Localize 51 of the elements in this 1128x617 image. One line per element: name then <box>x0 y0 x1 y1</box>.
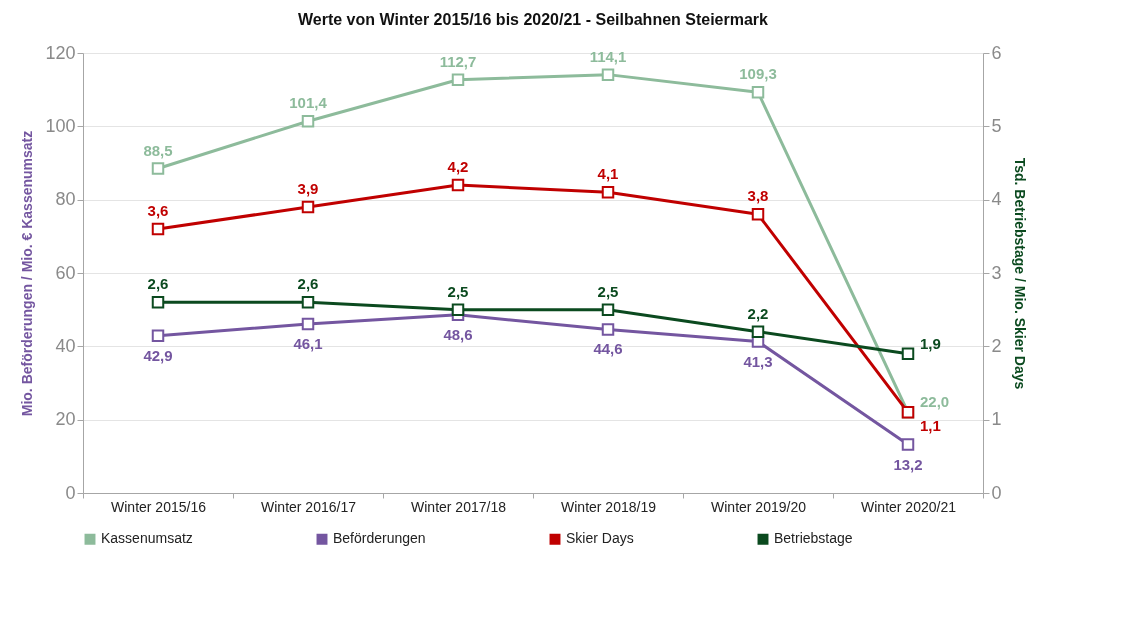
y-tick-label: 60 <box>55 262 76 283</box>
data-label: 2,6 <box>297 275 319 293</box>
data-label: 114,1 <box>589 47 627 65</box>
x-tick-label: Winter 2016/17 <box>261 498 357 515</box>
data-label: 4,2 <box>447 158 469 175</box>
data-label: 4,1 <box>597 165 619 183</box>
data-label: 1,1 <box>920 417 941 435</box>
data-label: 88,5 <box>143 141 173 159</box>
y-tick-label: 20 <box>55 409 76 430</box>
x-tick-label: Winter 2017/18 <box>411 498 507 515</box>
data-label: 101,4 <box>289 94 328 112</box>
data-label: 13,2 <box>893 455 923 473</box>
chart-title: Werte von Winter 2015/16 bis 2020/21 - Seilbahnen Steiermark <box>298 11 769 28</box>
y2-tick-label: 0 <box>991 482 1002 503</box>
data-label: 112,7 <box>439 52 477 70</box>
y2-tick-label: 6 <box>991 42 1002 63</box>
y-tick-label: 100 <box>45 115 76 136</box>
y-tick-label: 80 <box>55 189 76 210</box>
data-label: 1,9 <box>920 334 941 352</box>
x-tick-label: Winter 2020/21 <box>861 498 957 515</box>
y-axis-title: Mio. Beförderungen / Mio. € Kassenumsatz <box>19 130 36 417</box>
data-label: 48,6 <box>443 325 473 343</box>
data-label: 109,3 <box>739 65 777 83</box>
y2-tick-label: 1 <box>991 409 1002 430</box>
data-label: 42,9 <box>143 346 173 364</box>
data-label: 2,5 <box>597 282 619 300</box>
data-label: 2,2 <box>747 304 769 322</box>
data-label: 2,6 <box>147 275 169 293</box>
legend-label: Betriebstage <box>774 530 853 547</box>
x-tick-label: Winter 2015/16 <box>111 498 207 515</box>
y2-axis-title: Tsd. Betriebstage / Mio. Skier Days <box>1011 157 1028 390</box>
y2-tick-label: 5 <box>991 115 1002 136</box>
data-label: 41,3 <box>743 352 773 370</box>
data-label: 2,5 <box>447 282 469 300</box>
y2-tick-label: 4 <box>991 189 1002 210</box>
x-tick-label: Winter 2019/20 <box>711 498 807 515</box>
data-label: 46,1 <box>293 334 323 352</box>
data-label: 44,6 <box>593 340 623 358</box>
y2-tick-label: 2 <box>991 335 1002 356</box>
legend-label: Beförderungen <box>333 530 426 547</box>
y-tick-label: 0 <box>65 482 76 503</box>
y2-tick-label: 3 <box>991 262 1002 283</box>
x-tick-label: Winter 2018/19 <box>561 498 657 515</box>
y-tick-label: 120 <box>45 42 76 63</box>
y-tick-label: 40 <box>55 335 76 356</box>
data-label: 3,6 <box>147 202 169 219</box>
data-label: 3,9 <box>297 180 319 197</box>
data-label: 22,0 <box>920 393 950 411</box>
data-label: 3,8 <box>747 187 769 205</box>
legend-label: Skier Days <box>566 530 634 547</box>
legend-label: Kassenumsatz <box>101 530 193 547</box>
